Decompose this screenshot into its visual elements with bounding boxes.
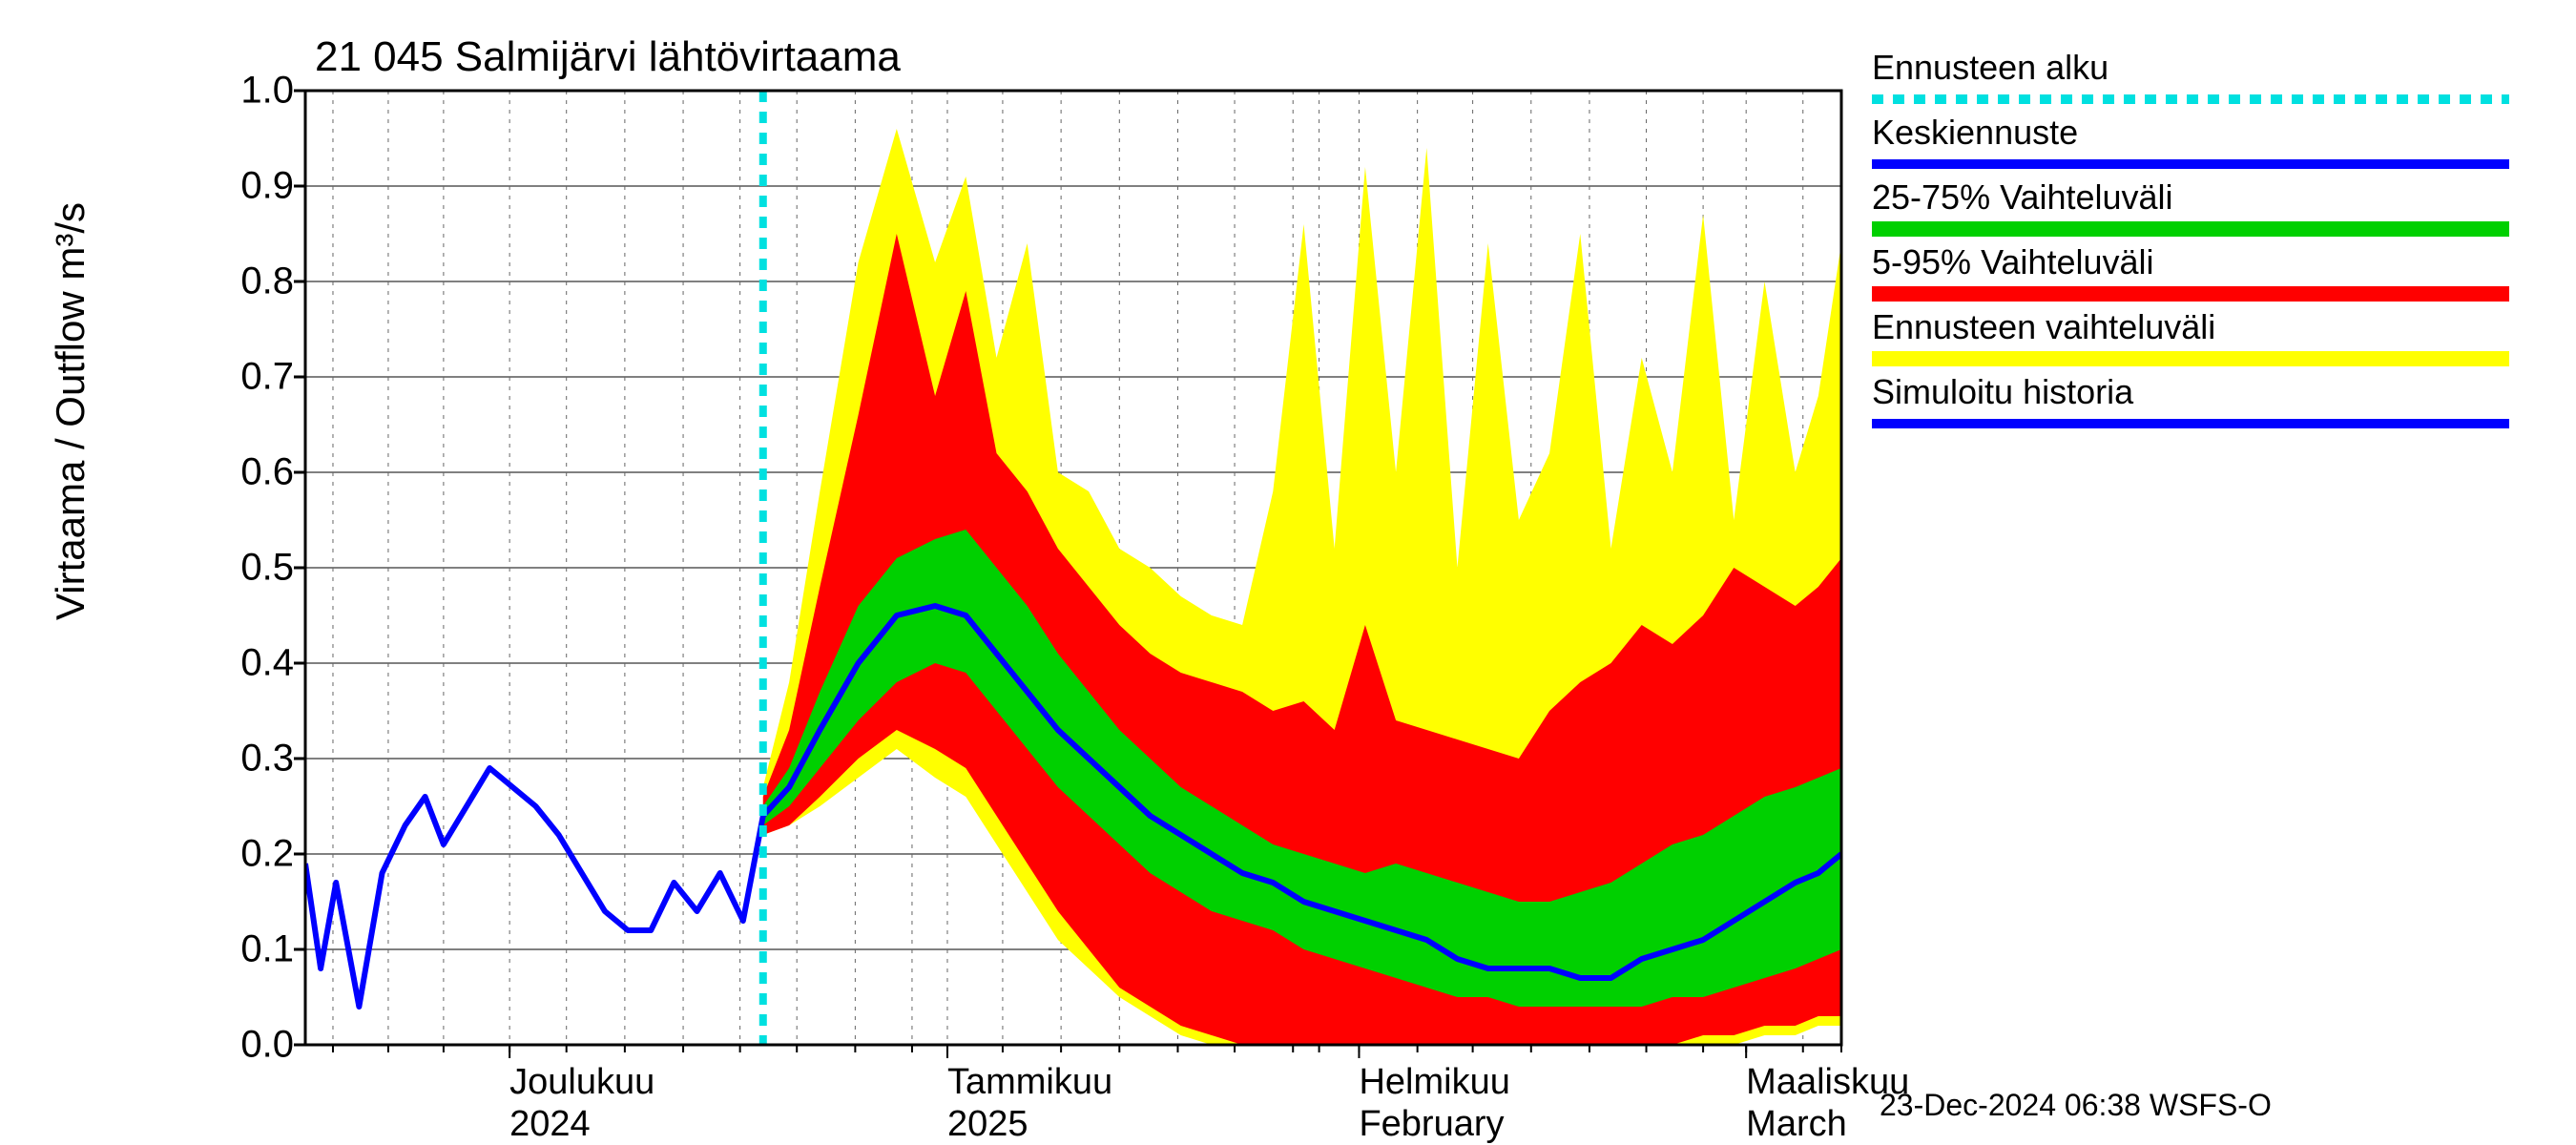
legend-label: Simuloitu historia [1872,372,2540,412]
footer-timestamp: 23-Dec-2024 06:38 WSFS-O [1880,1088,2272,1123]
figure: 21 045 Salmijärvi lähtövirtaama Virtaama… [0,0,2576,1145]
legend-label: Ennusteen alku [1872,48,2540,88]
legend-label: 25-75% Vaihteluväli [1872,177,2540,218]
legend-label: 5-95% Vaihteluväli [1872,242,2540,282]
legend: Ennusteen alku Keskiennuste 25-75% Vaihtel… [1872,48,2540,437]
legend-swatch [1872,155,2509,174]
legend-swatch [1872,90,2509,109]
legend-item: Simuloitu historia [1872,372,2540,433]
legend-label: Keskiennuste [1872,113,2540,153]
legend-swatch [1872,349,2509,368]
legend-label: Ennusteen vaihteluväli [1872,307,2540,347]
legend-swatch [1872,414,2509,433]
legend-item: Ennusteen alku [1872,48,2540,109]
legend-item: 5-95% Vaihteluväli [1872,242,2540,303]
legend-item: 25-75% Vaihteluväli [1872,177,2540,239]
legend-swatch [1872,284,2509,303]
legend-swatch [1872,219,2509,239]
legend-item: Ennusteen vaihteluväli [1872,307,2540,368]
legend-item: Keskiennuste [1872,113,2540,174]
